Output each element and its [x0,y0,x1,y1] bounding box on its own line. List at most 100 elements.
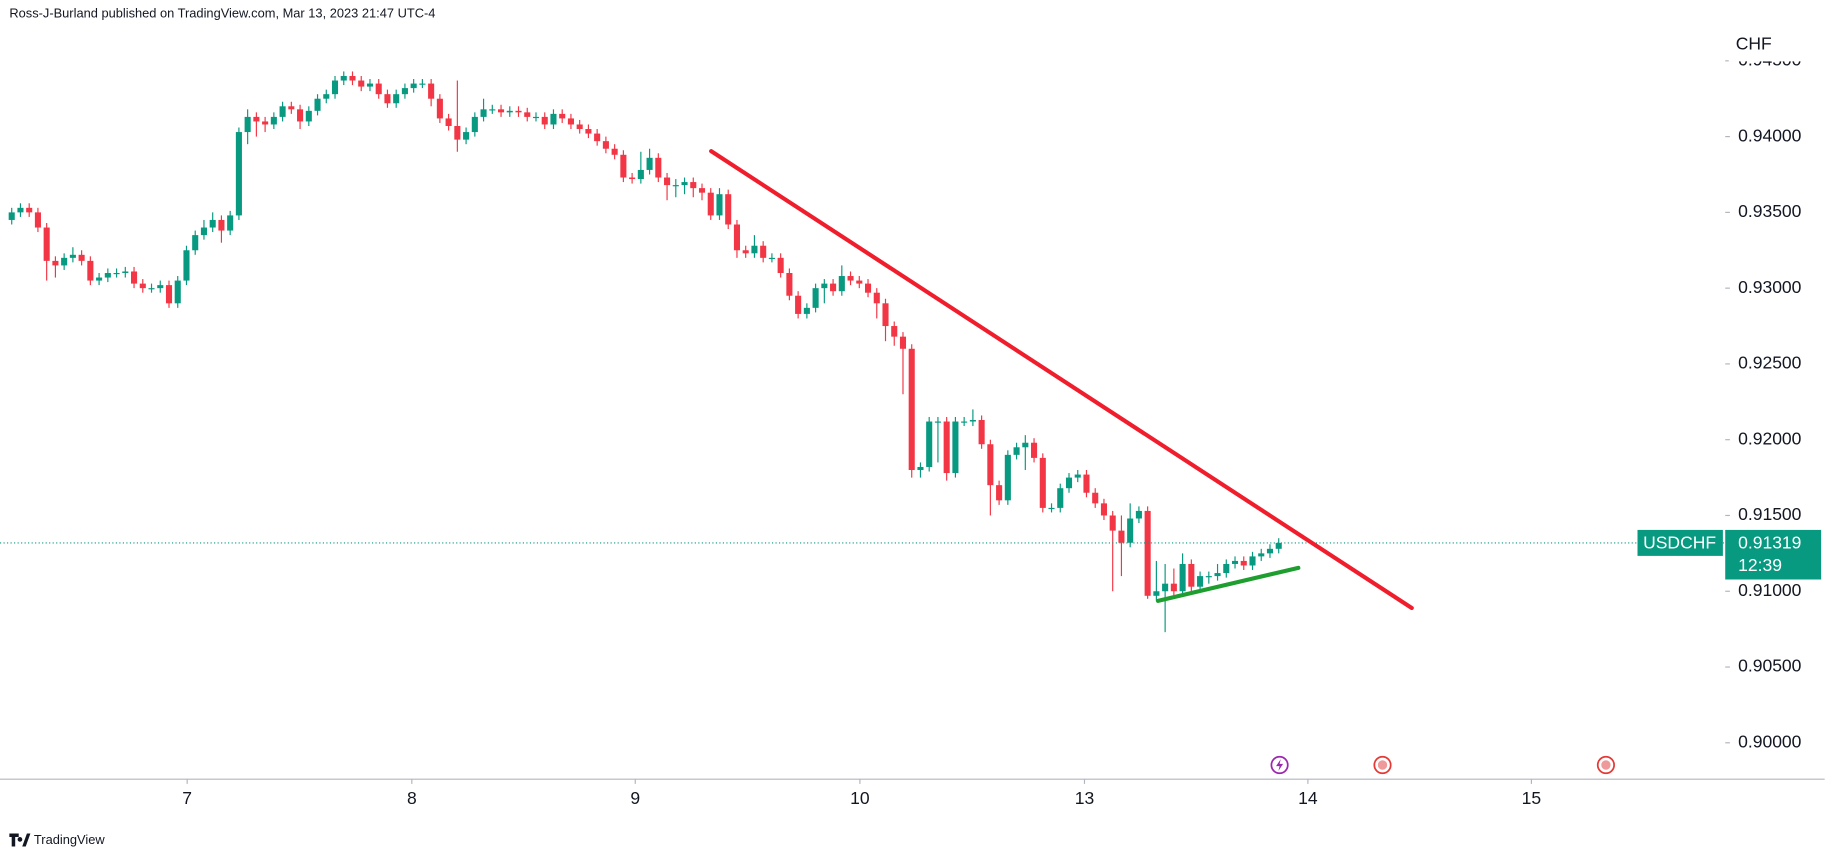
candle-body [183,250,190,281]
candle-body [891,326,898,337]
candle-body [821,283,828,289]
candle-body [305,110,312,122]
candle-body [497,109,505,113]
candle-body [567,118,574,125]
candle-body [1231,560,1239,564]
symbol-box [1637,529,1723,556]
candle-body [987,444,994,486]
candle-body [1065,477,1073,489]
candle-body [69,254,76,258]
candle-body [847,276,854,281]
candle-body [1118,530,1125,543]
candle-body [34,212,41,228]
candle-body [926,421,933,467]
candle-body [1240,560,1247,566]
candle-body [690,182,697,189]
candle-body [978,419,985,445]
candle-body [428,83,435,99]
y-tick-label: 0.92000 [1738,428,1802,448]
candle-body [1031,442,1038,458]
countdown-label: 12:39 [1738,555,1782,575]
candle-body [786,272,793,296]
candle-body [1057,488,1064,508]
candle-body [165,285,173,304]
candle-body [1074,474,1081,478]
candle-body [87,260,94,281]
candle-body [777,257,784,273]
candle-body [996,485,1003,501]
candle-body [611,148,618,155]
x-tick-label: 10 [850,788,870,808]
candle-body [742,250,749,254]
candle-body [952,421,959,474]
candle-body [454,125,461,140]
candle-body [43,227,50,261]
candle-body [943,421,950,474]
candle-body [1205,576,1212,578]
candles [8,71,1282,633]
candle-body [1092,492,1099,504]
candle-body [235,132,242,216]
price-axis: 0.90000 0.90500 0.91000 0.91500 0.92000 0.925… [1725,49,1802,751]
y-tick-label: 0.90000 [1738,731,1802,751]
candle-body [78,254,85,261]
candle-body [384,94,391,104]
candle-body [209,219,216,228]
candle-body [760,245,767,258]
candle-body [436,98,443,119]
event-icons [1270,755,1615,775]
candle-body [1266,548,1274,554]
candle-body [1048,507,1055,510]
candle-body [200,227,207,236]
y-tick-label: 0.90500 [1738,656,1802,676]
candle-body [1022,442,1029,448]
y-tick-label: 0.93000 [1738,277,1802,297]
candle-body [812,288,819,308]
candle-body [279,106,286,117]
event-icon-glyph [1377,760,1388,770]
candle-body [698,188,706,193]
candle-body [585,129,592,134]
candle-body [445,118,452,126]
candle-body [1188,563,1195,587]
candle-body [174,280,181,304]
candle-body [707,192,714,216]
candle-body [480,109,487,117]
candle-body [1170,583,1177,592]
candle-body [803,307,810,314]
candle-body [139,283,146,289]
candle-body [270,116,277,125]
candle-body [506,110,513,113]
candle-body [489,109,496,111]
candle-body [218,219,225,231]
candle-body [524,112,531,117]
candle-body [419,83,426,85]
candle-body [830,283,837,292]
candle-body [61,257,68,266]
candle-body [17,207,24,213]
x-tick-label: 14 [1298,788,1318,808]
candle-body [681,182,688,186]
candle-body [725,194,732,225]
candle-body [908,348,915,471]
candle-body [768,257,775,260]
candle-body [262,121,269,125]
candle-body [873,292,880,304]
price-box [1725,529,1822,580]
candle-body [856,280,863,284]
candle-body [646,157,653,170]
candle-body [1214,573,1221,577]
candle-body [961,421,968,423]
currency-label: CHF [1736,33,1772,53]
candle-body [314,98,321,111]
candle-body [471,116,478,133]
candle-body [1179,563,1186,592]
candle-body [1109,515,1116,531]
candle-body [899,336,907,349]
candle-body [515,110,522,113]
last-price-label: 0.91319 [1738,533,1801,553]
candle-body [602,141,609,149]
candle-body [838,276,845,292]
